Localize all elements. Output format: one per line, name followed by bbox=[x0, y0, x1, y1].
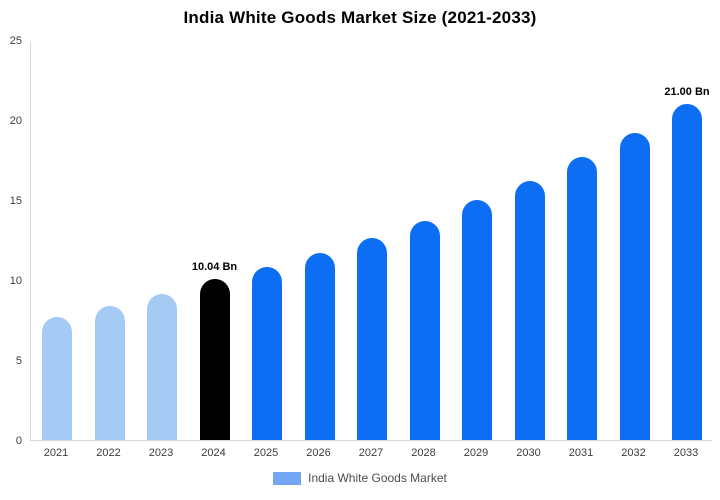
bar-2025 bbox=[252, 267, 282, 440]
x-tick-label-2021: 2021 bbox=[43, 447, 69, 459]
x-tick-label-2032: 2032 bbox=[621, 447, 646, 459]
x-axis: 2021 2022 2023 2024 2025 2026 2027 2028 2029 2030… bbox=[30, 447, 712, 463]
x-tick-label-2025: 2025 bbox=[253, 447, 279, 459]
x-tick-label-2022: 2022 bbox=[96, 447, 121, 459]
x-tick-label-2027: 2027 bbox=[358, 447, 384, 459]
y-tick-label-25: 25 bbox=[9, 35, 22, 47]
x-tick-label-2031: 2031 bbox=[568, 447, 594, 459]
plot-area: 10.04 Bn 21.00 Bn bbox=[30, 41, 712, 441]
y-tick-label-15: 15 bbox=[9, 195, 22, 207]
y-tick-label-10: 10 bbox=[9, 275, 22, 287]
y-tick-label-5: 5 bbox=[15, 355, 22, 367]
bar-2026 bbox=[304, 252, 335, 440]
legend-label: India White Goods Market bbox=[308, 471, 447, 485]
bar-2032 bbox=[619, 132, 650, 440]
bar-2021 bbox=[42, 316, 72, 440]
x-tick-label-2023: 2023 bbox=[148, 447, 174, 459]
x-tick-label-2033: 2033 bbox=[673, 447, 699, 459]
x-tick-label-2024: 2024 bbox=[201, 447, 226, 459]
y-axis: 0 5 10 15 20 25 bbox=[0, 35, 24, 447]
bar-2031 bbox=[567, 156, 597, 440]
y-tick-label-0: 0 bbox=[15, 435, 22, 447]
legend-item[interactable]: India White Goods Market bbox=[0, 471, 720, 485]
legend-swatch bbox=[273, 471, 302, 485]
bar-2029 bbox=[462, 200, 492, 440]
x-tick-label-2028: 2028 bbox=[411, 447, 436, 459]
bar-2023 bbox=[147, 294, 177, 440]
bar-2033 bbox=[672, 104, 702, 440]
x-tick-label-2026: 2026 bbox=[306, 447, 331, 459]
bar-2024 bbox=[199, 279, 230, 440]
bar-2027 bbox=[357, 238, 387, 440]
bar-value-label-2033: 21.00 Bn bbox=[664, 86, 710, 98]
chart-title: India White Goods Market Size (2021-2033… bbox=[183, 8, 537, 27]
x-tick-label-2029: 2029 bbox=[463, 447, 489, 459]
y-tick-label-20: 20 bbox=[9, 115, 22, 127]
bar-2022 bbox=[94, 305, 125, 440]
bar-2030 bbox=[514, 180, 545, 440]
x-tick-label-2030: 2030 bbox=[516, 447, 541, 459]
bar-2028 bbox=[409, 220, 440, 440]
bar-value-label-2024: 10.04 Bn bbox=[191, 261, 238, 274]
